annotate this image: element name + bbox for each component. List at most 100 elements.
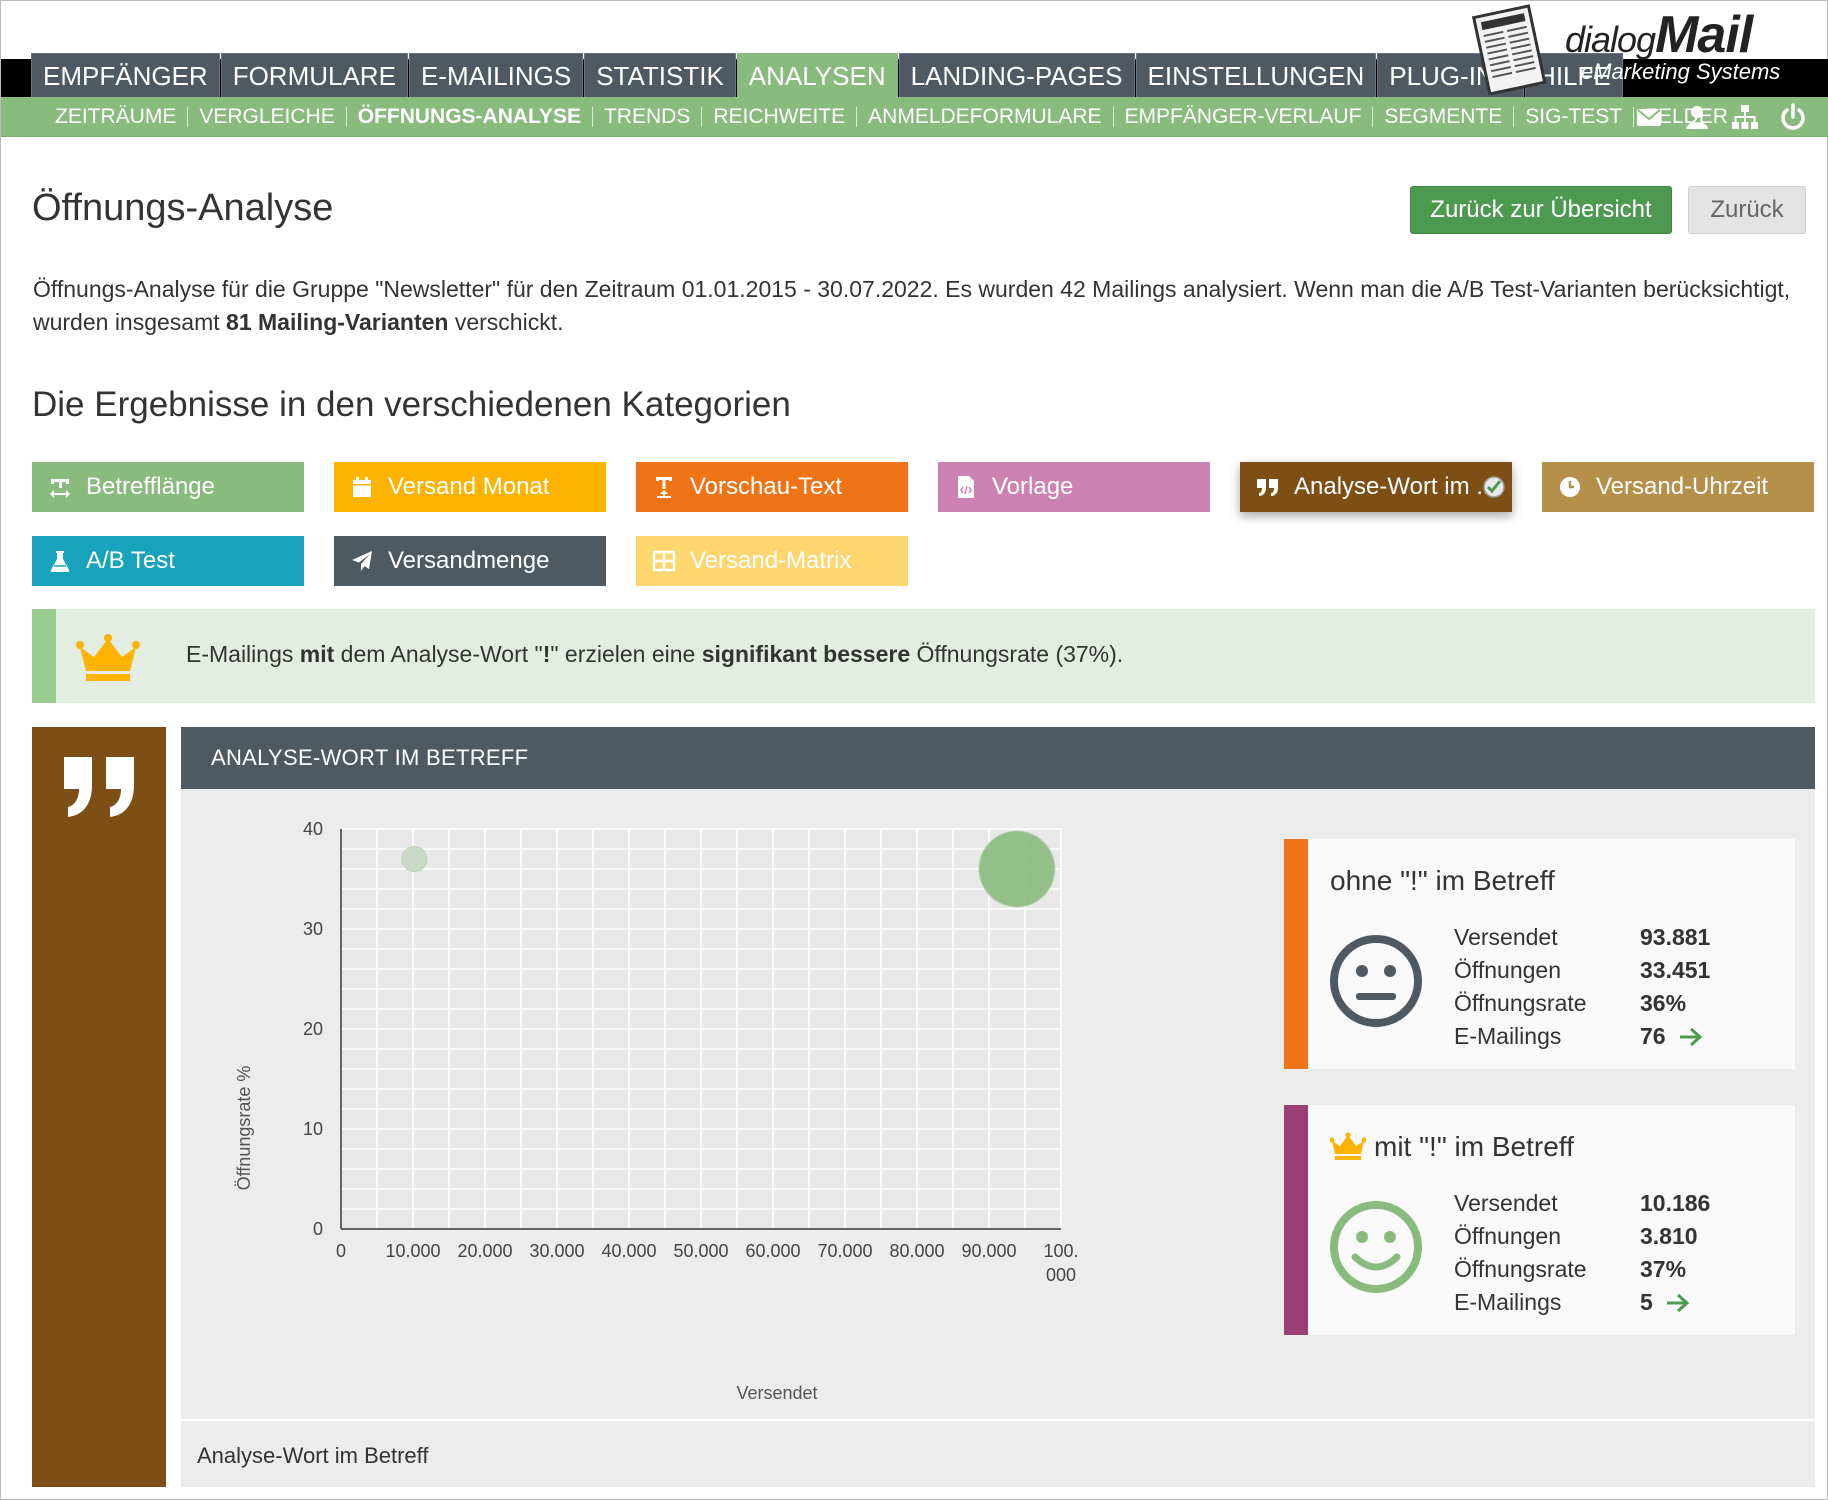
stat-label: Öffnungen — [1454, 1223, 1562, 1249]
analysis-panel-footer: Analyse-Wort im Betreff — [181, 1421, 1815, 1487]
card-title: mit "!" im Betreff — [1330, 1131, 1574, 1163]
stat-value: 5 — [1640, 1289, 1653, 1315]
subnav-item-oeffnungs-analyse[interactable]: ÖFFNUNGS-ANALYSE — [347, 106, 593, 127]
arrow-right-icon[interactable] — [1665, 1292, 1691, 1314]
large-quote-icon — [64, 757, 134, 817]
banner-text-part: " erzielen eine — [550, 641, 702, 667]
y-tick-label: 20 — [303, 1019, 323, 1039]
analysis-panel-title: ANALYSE-WORT IM BETREFF — [211, 745, 529, 770]
user-icon[interactable] — [1683, 103, 1711, 131]
nav-item-e-mailings[interactable]: E-MAILINGS — [408, 53, 584, 97]
subnav-item-reichweite[interactable]: REICHWEITE — [702, 106, 858, 127]
logo-tagline: eMarketing Systems — [1581, 59, 1781, 84]
banner-text-part: Öffnungsrate (37%). — [910, 641, 1124, 667]
stat-value: 36% — [1640, 990, 1687, 1016]
analysis-panel-footer-text: Analyse-Wort im Betreff — [197, 1443, 429, 1468]
page-title: Öffnungs-Analyse — [32, 187, 334, 229]
category-button-versand-uhrzeit[interactable]: Versand-Uhrzeit — [1542, 462, 1814, 512]
stat-label: E-Mailings — [1454, 1289, 1562, 1315]
banner-text-part: dem Analyse-Wort " — [334, 641, 543, 667]
check-badge-icon — [1483, 476, 1505, 498]
crown-icon — [76, 634, 140, 681]
subnav-item-segmente[interactable]: SEGMENTE — [1373, 106, 1515, 127]
x-tick-label: 60.000 — [745, 1241, 800, 1261]
nav-item-analysen[interactable]: ANALYSEN — [736, 53, 898, 97]
subnav-item-vergleiche[interactable]: VERGLEICHE — [188, 106, 347, 127]
category-label: A/B Test — [86, 547, 175, 574]
stat-value-mailings: 76 — [1640, 1023, 1704, 1050]
category-label: Versand Monat — [388, 473, 550, 500]
analysis-panel-header: ANALYSE-WORT IM BETREFF — [181, 727, 1815, 789]
chart-points — [401, 830, 1056, 908]
category-button-vorlage[interactable]: Vorlage — [938, 462, 1210, 512]
stat-row-oeffnungen: Öffnungen 33.451 — [1454, 954, 1710, 987]
y-tick-label: 40 — [303, 819, 323, 839]
stat-row-versendet: Versendet 93.881 — [1454, 921, 1710, 954]
category-button-vorschau-text[interactable]: Vorschau-Text — [636, 462, 908, 512]
category-button-versand-matrix[interactable]: Versand-Matrix — [636, 536, 908, 586]
subnav-item-trends[interactable]: TRENDS — [593, 106, 703, 127]
back-button[interactable]: Zurück — [1688, 186, 1806, 234]
category-button-analyse-wort[interactable]: Analyse-Wort im ... — [1240, 462, 1512, 512]
power-icon[interactable] — [1779, 103, 1807, 131]
stat-value: 10.186 — [1640, 1190, 1711, 1216]
back-to-overview-button[interactable]: Zurück zur Übersicht — [1410, 186, 1672, 234]
subnav-item-empfaenger-verlauf[interactable]: EMPFÄNGER-VERLAUF — [1114, 106, 1374, 127]
category-label: Versand-Matrix — [690, 547, 852, 574]
stat-label: Versendet — [1454, 924, 1558, 950]
scatter-chart: 0 10.000 20.000 30.000 40.000 50.000 60.000 70.… — [234, 819, 1079, 1403]
y-tick-label: 10 — [303, 1119, 323, 1139]
stat-row-e-mailings: E-Mailings 76 — [1454, 1020, 1710, 1053]
intro-text: Öffnungs-Analyse für die Gruppe "Newslet… — [33, 273, 1793, 339]
category-side-strip — [32, 727, 166, 1487]
stat-row-e-mailings: E-Mailings 5 — [1454, 1286, 1710, 1319]
card-title: ohne "!" im Betreff — [1330, 865, 1555, 897]
file-code-icon — [958, 476, 974, 498]
sitemap-icon[interactable] — [1731, 103, 1759, 131]
stat-row-oeffnungen: Öffnungen 3.810 — [1454, 1220, 1710, 1253]
intro-text-bold: 81 Mailing-Varianten — [226, 309, 449, 335]
crown-icon — [1330, 1132, 1366, 1160]
stat-label: Öffnungsrate — [1454, 990, 1587, 1016]
y-axis-ticks: 0 10 20 30 40 — [303, 819, 323, 1239]
flask-icon — [50, 551, 70, 572]
x-tick-label: 50.000 — [673, 1241, 728, 1261]
x-axis-label: Versendet — [736, 1383, 817, 1403]
y-tick-label: 0 — [313, 1219, 323, 1239]
subnav-item-anmeldeformulare[interactable]: ANMELDEFORMULARE — [857, 106, 1114, 127]
category-button-ab-test[interactable]: A/B Test — [32, 536, 304, 586]
x-tick-label: 30.000 — [529, 1241, 584, 1261]
subnav-item-felder[interactable]: FELDER — [1645, 105, 1728, 128]
subnav-item-zeitraeume[interactable]: ZEITRÄUME — [44, 106, 189, 127]
banner-text-bold: signifikant bessere — [701, 641, 911, 667]
nav-item-empfaenger[interactable]: EMPFÄNGER — [31, 53, 220, 97]
logo-wordmark: dialogMail — [1565, 5, 1753, 65]
nav-item-landing-pages[interactable]: LANDING-PAGES — [898, 53, 1135, 97]
x-tick-label: 70.000 — [817, 1241, 872, 1261]
category-button-versandmenge[interactable]: Versandmenge — [334, 536, 606, 586]
subnav-item-sig-test[interactable]: SIG-TEST — [1514, 106, 1635, 127]
category-button-betrefflaenge[interactable]: Betrefflänge — [32, 462, 304, 512]
x-tick-label: 0 — [336, 1241, 346, 1261]
stat-value: 76 — [1640, 1023, 1666, 1049]
dialogmail-logo[interactable]: dialogMail eMarketing Systems — [1463, 1, 1799, 97]
stat-value-mailings: 5 — [1640, 1289, 1691, 1316]
envelope-icon[interactable] — [1635, 103, 1663, 131]
stat-row-versendet: Versendet 10.186 — [1454, 1187, 1710, 1220]
card-stats: Versendet 10.186 Öffnungen 3.810 Öffnungsr… — [1454, 1187, 1710, 1319]
clock-icon — [1560, 477, 1580, 497]
stat-value: 33.451 — [1640, 957, 1711, 983]
banner-text-bold: ! — [542, 641, 551, 667]
logo-word-dialog: dialog — [1565, 19, 1656, 60]
arrow-right-icon[interactable] — [1678, 1026, 1704, 1048]
category-button-versand-monat[interactable]: Versand Monat — [334, 462, 606, 512]
x-tick-label: 80.000 — [889, 1241, 944, 1261]
x-tick-label: 90.000 — [961, 1241, 1016, 1261]
chart-axes — [340, 829, 1061, 1230]
nav-item-einstellungen[interactable]: EINSTELLUNGEN — [1135, 53, 1377, 97]
stat-label: E-Mailings — [1454, 1023, 1562, 1049]
nav-item-formulare[interactable]: FORMULARE — [220, 53, 408, 97]
x-tick-label: 10.000 — [385, 1241, 440, 1261]
nav-item-statistik[interactable]: STATISTIK — [584, 53, 736, 97]
result-banner: E-Mailings mit dem Analyse-Wort "!" erzi… — [32, 609, 1815, 703]
